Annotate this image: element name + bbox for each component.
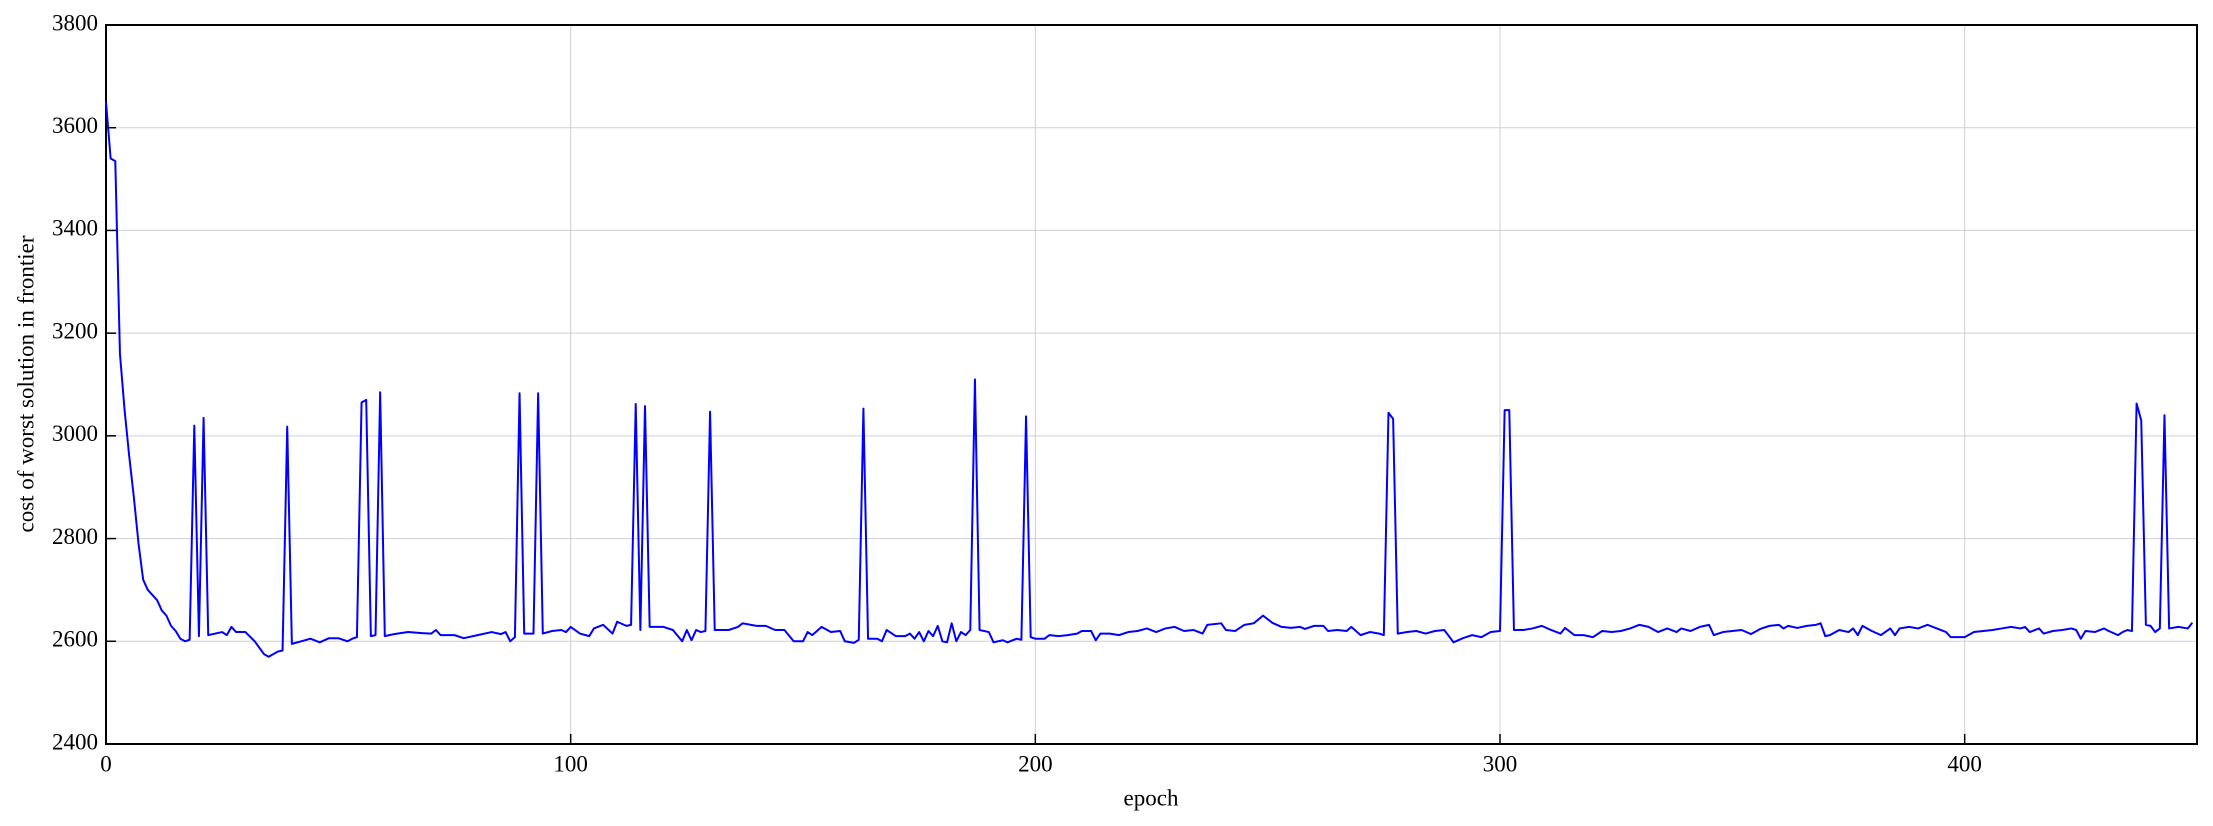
y-tick-label: 3200: [52, 318, 98, 343]
data-line: [105, 101, 2194, 658]
x-tick-label: 100: [553, 751, 588, 776]
y-tick-label: 2600: [52, 627, 98, 652]
x-tick-label: 400: [1947, 751, 1982, 776]
plot-frame: [105, 24, 2198, 745]
x-tick-label: 0: [100, 751, 112, 776]
y-tick-label: 2400: [52, 729, 98, 754]
y-tick-label: 3800: [52, 10, 98, 35]
y-tick-label: 3600: [52, 113, 98, 138]
x-tick-label: 300: [1483, 751, 1518, 776]
x-tick-label: 200: [1018, 751, 1053, 776]
y-tick-label: 3000: [52, 421, 98, 446]
y-tick-label: 3400: [52, 216, 98, 241]
x-axis-label: epoch: [1124, 785, 1179, 810]
y-tick-label: 2800: [52, 524, 98, 549]
y-axis-label: cost of worst solution in frontier: [13, 235, 38, 532]
